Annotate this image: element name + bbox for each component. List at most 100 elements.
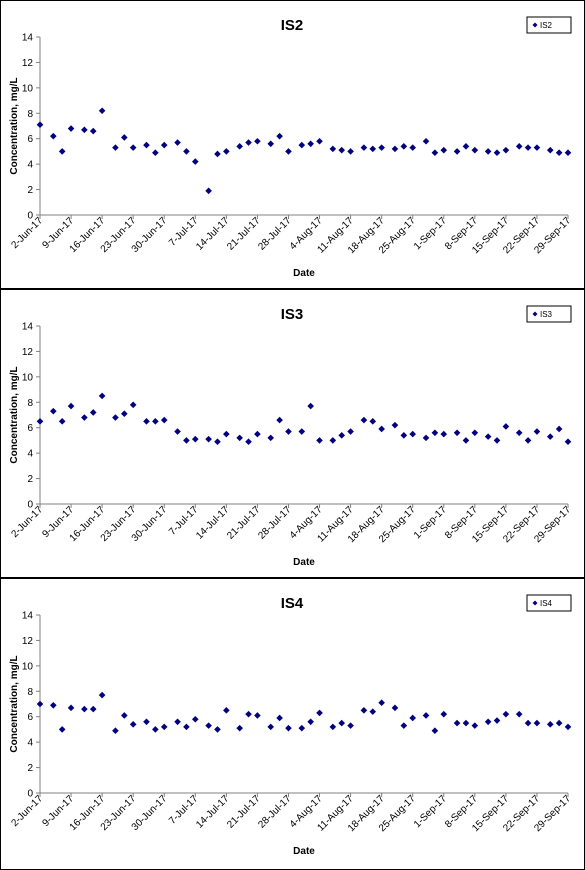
data-point bbox=[524, 719, 532, 727]
data-point bbox=[191, 158, 199, 165]
data-point bbox=[431, 727, 439, 734]
data-point bbox=[453, 148, 461, 155]
data-point bbox=[267, 434, 275, 442]
data-point bbox=[329, 723, 337, 731]
data-point bbox=[121, 410, 128, 418]
y-axis-title: Concentration, mg/L bbox=[9, 655, 20, 752]
data-point bbox=[533, 144, 541, 151]
data-point bbox=[533, 719, 541, 727]
data-point bbox=[58, 418, 66, 425]
data-point bbox=[183, 437, 190, 444]
data-point bbox=[36, 121, 44, 129]
data-point bbox=[129, 144, 137, 151]
data-point bbox=[546, 721, 554, 728]
legend-marker bbox=[532, 311, 538, 317]
data-point bbox=[307, 718, 314, 726]
data-point bbox=[50, 701, 57, 709]
y-tick-label: 10 bbox=[22, 661, 34, 672]
data-point bbox=[471, 722, 479, 729]
y-tick-label: 12 bbox=[22, 58, 34, 69]
data-point bbox=[533, 428, 541, 435]
data-point bbox=[236, 434, 243, 442]
data-point bbox=[307, 140, 314, 148]
data-point bbox=[67, 402, 75, 410]
data-point bbox=[298, 141, 306, 149]
data-point bbox=[245, 710, 252, 718]
data-point bbox=[223, 148, 230, 155]
data-point bbox=[391, 421, 399, 429]
data-point bbox=[329, 437, 337, 444]
x-tick-label: 28-Jul-17 bbox=[256, 793, 294, 831]
data-point bbox=[214, 438, 221, 445]
data-point bbox=[400, 432, 408, 439]
data-point bbox=[391, 145, 399, 153]
data-point bbox=[214, 726, 221, 733]
data-point bbox=[564, 438, 572, 445]
data-point bbox=[502, 710, 510, 718]
data-point bbox=[183, 723, 190, 731]
y-tick-label: 12 bbox=[22, 347, 34, 358]
legend-marker bbox=[532, 600, 538, 606]
data-point bbox=[121, 134, 128, 141]
y-tick-label: 6 bbox=[27, 712, 33, 723]
data-point bbox=[493, 437, 501, 444]
data-point bbox=[205, 722, 212, 729]
y-tick-label: 12 bbox=[22, 636, 34, 647]
legend-label: IS2 bbox=[540, 21, 553, 30]
data-point bbox=[484, 433, 492, 440]
y-tick-label: 2 bbox=[27, 763, 33, 774]
data-point bbox=[36, 700, 44, 708]
data-point bbox=[254, 137, 261, 145]
chart-panel: IS2024681012142-Jun-179-Jun-1716-Jun-172… bbox=[0, 0, 585, 289]
data-point bbox=[254, 430, 261, 438]
y-tick-label: 8 bbox=[27, 398, 33, 409]
data-point bbox=[112, 414, 119, 421]
data-point bbox=[369, 145, 377, 153]
data-point bbox=[502, 146, 510, 154]
data-point bbox=[493, 149, 501, 156]
data-point bbox=[174, 428, 181, 435]
data-point bbox=[89, 409, 97, 416]
data-point bbox=[160, 723, 168, 731]
legend-marker bbox=[532, 22, 538, 28]
data-point bbox=[67, 125, 75, 132]
y-tick-label: 14 bbox=[22, 322, 34, 333]
data-point bbox=[546, 433, 554, 440]
data-point bbox=[276, 416, 283, 424]
data-point bbox=[58, 726, 66, 733]
data-point bbox=[440, 146, 448, 154]
data-point bbox=[360, 416, 368, 424]
data-point bbox=[316, 137, 323, 145]
data-point bbox=[515, 429, 523, 437]
data-point bbox=[143, 418, 150, 425]
chart-panel: IS3024681012142-Jun-179-Jun-1716-Jun-172… bbox=[0, 289, 585, 578]
data-point bbox=[502, 423, 510, 430]
data-point bbox=[471, 429, 479, 437]
data-point bbox=[409, 144, 417, 151]
x-axis-title: Date bbox=[293, 846, 315, 857]
data-point bbox=[400, 143, 408, 150]
data-point bbox=[236, 724, 243, 732]
data-point bbox=[298, 724, 306, 732]
x-axis-title: Date bbox=[293, 557, 315, 568]
legend-label: IS3 bbox=[540, 310, 553, 319]
data-point bbox=[129, 721, 137, 728]
data-point bbox=[276, 714, 283, 722]
data-point bbox=[205, 435, 212, 443]
data-point bbox=[285, 428, 292, 435]
data-point bbox=[347, 148, 354, 155]
data-point bbox=[453, 719, 461, 727]
data-point bbox=[462, 437, 470, 444]
y-tick-label: 2 bbox=[27, 474, 33, 485]
data-point bbox=[440, 710, 448, 718]
data-point bbox=[471, 146, 479, 154]
data-point bbox=[129, 401, 137, 409]
y-tick-label: 6 bbox=[27, 423, 33, 434]
data-point bbox=[160, 141, 168, 149]
y-tick-label: 14 bbox=[22, 33, 34, 44]
y-tick-label: 10 bbox=[22, 83, 34, 94]
data-point bbox=[338, 719, 346, 727]
data-point bbox=[112, 144, 119, 151]
data-point bbox=[143, 718, 150, 726]
